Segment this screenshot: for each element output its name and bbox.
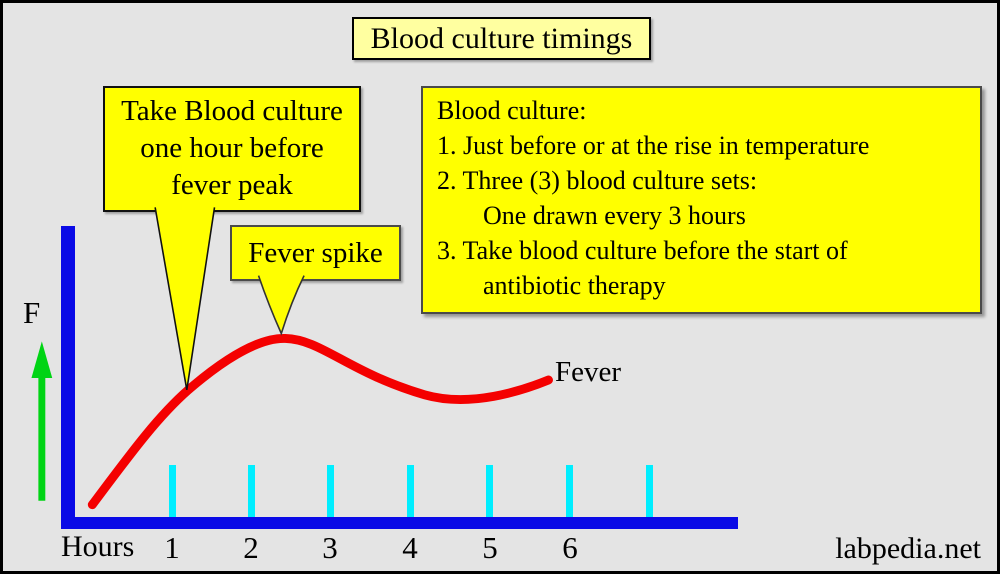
fever-curve-label: Fever [555, 356, 622, 388]
x-tick [407, 465, 414, 517]
y-axis-line [61, 226, 75, 529]
x-axis-label: Hours [61, 530, 135, 563]
x-tick-label: 6 [562, 530, 578, 565]
callout-fever-spike-label: Fever spike [248, 236, 383, 269]
x-tick [646, 465, 653, 517]
x-axis-line [61, 517, 738, 529]
page-title: Blood culture timings [370, 21, 633, 55]
info-item-2: 2. Three (3) blood culture sets: [437, 166, 758, 195]
x-tick-label: 4 [402, 530, 418, 565]
x-tick-label: 3 [322, 530, 338, 565]
callout-take-line-3: fever peak [171, 169, 293, 201]
title-box: Blood culture timings [352, 17, 651, 60]
callout-take-blood-culture: Take Blood culture one hour before fever… [103, 86, 361, 212]
x-tick-label: 2 [243, 530, 259, 565]
x-tick [566, 465, 573, 517]
up-arrow-icon [31, 341, 53, 501]
info-item-3: 3. Take blood culture before the start o… [437, 236, 848, 265]
x-tick [248, 465, 255, 517]
x-tick [169, 465, 176, 517]
callout-take-pointer [154, 207, 216, 391]
info-heading: Blood culture: [437, 96, 587, 125]
fever-curve [87, 334, 553, 510]
callout-take-line-2: one hour before [140, 132, 324, 164]
info-item-1: 1. Just before or at the rise in tempera… [437, 131, 870, 160]
x-tick [486, 465, 493, 517]
x-tick-label: 1 [164, 530, 180, 565]
x-tick [327, 465, 334, 517]
x-tick-label: 5 [482, 530, 498, 565]
blood-culture-info-box: Blood culture: 1. Just before or at the … [421, 86, 982, 314]
watermark-text: labpedia.net [835, 532, 981, 565]
info-item-3-sub: antibiotic therapy [483, 271, 666, 300]
callout-fever-spike: Fever spike [230, 225, 401, 281]
callout-take-line-1: Take Blood culture [121, 95, 343, 127]
callout-fever-spike-pointer [257, 275, 305, 336]
y-axis-label: F [23, 295, 41, 330]
info-item-2-sub: One drawn every 3 hours [483, 201, 746, 230]
